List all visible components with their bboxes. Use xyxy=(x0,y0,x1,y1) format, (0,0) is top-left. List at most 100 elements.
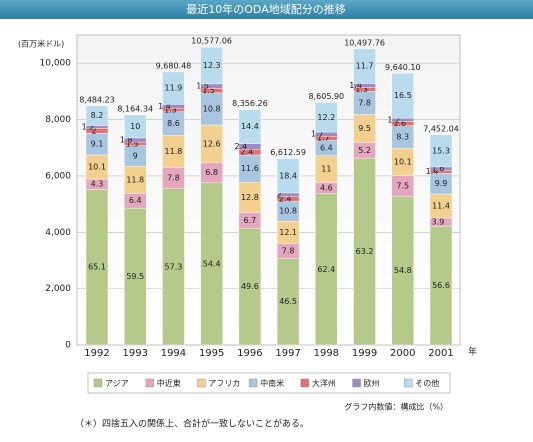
total-label: 6,612.59 xyxy=(270,148,306,157)
segment-label: 11.8 xyxy=(165,147,183,156)
total-label: 10,497.76 xyxy=(344,39,385,48)
segment-label: 1.2 xyxy=(387,115,400,124)
segment-label: 1.5 xyxy=(126,139,139,148)
segment-label: 1.5 xyxy=(202,86,215,95)
segment-label: 6.7 xyxy=(244,216,257,225)
legend-swatch xyxy=(404,378,413,388)
legend-label: 中南米 xyxy=(260,378,284,388)
title-banner xyxy=(0,0,533,19)
note: グラフ内数値：構成比（%） xyxy=(344,402,448,412)
y-tick-label: 6,000 xyxy=(45,171,71,181)
segment-label: 2.4 xyxy=(241,148,254,157)
segment-label: 12.8 xyxy=(241,193,259,202)
segment-label: 2.4 xyxy=(279,194,292,203)
total-label: 7,452.04 xyxy=(423,124,459,133)
segment-label: 1.6 xyxy=(393,119,406,128)
x-tick-label: 1994 xyxy=(161,348,186,359)
segment-label: 4.3 xyxy=(91,180,104,189)
segment-label: 14.4 xyxy=(241,122,259,131)
bar-segment xyxy=(124,114,147,139)
segment-label: 7.5 xyxy=(396,181,409,190)
bar-segment xyxy=(162,71,185,105)
bar-segment xyxy=(276,158,300,194)
segment-label: 3.9 xyxy=(432,218,445,227)
legend-label: 中近東 xyxy=(157,378,181,388)
x-tick-label: 1993 xyxy=(122,348,147,359)
segment-label: 6.4 xyxy=(320,144,333,153)
footnote: （＊）四捨五入の関係上、合計が一致しないことがある。 xyxy=(75,418,309,430)
segment-label: 12.2 xyxy=(317,113,335,122)
total-label: 9,680.48 xyxy=(156,62,192,71)
total-label: 10,577.06 xyxy=(191,36,232,45)
y-tick-label: 10,000 xyxy=(40,59,72,69)
bar-segment xyxy=(391,73,414,119)
segment-label: 1.8 xyxy=(120,135,133,144)
segment-label: 11 xyxy=(321,165,331,174)
segment-label: 10.8 xyxy=(203,104,221,113)
segment-label: 12.1 xyxy=(279,228,297,237)
segment-label: 65.1 xyxy=(88,263,106,272)
segment-label: 10 xyxy=(130,122,140,131)
total-label: 8,484.23 xyxy=(79,95,115,104)
y-tick-label: 4,000 xyxy=(45,228,71,238)
segment-label: 6.4 xyxy=(129,196,142,205)
segment-label: 11.6 xyxy=(241,164,259,173)
segment-label: 2.4 xyxy=(235,142,248,151)
legend-swatch xyxy=(352,378,361,388)
y-tick-label: 2,000 xyxy=(45,284,71,294)
bar-segment xyxy=(238,109,262,144)
segment-label: 1.3 xyxy=(355,85,368,94)
segment-label: 7.8 xyxy=(167,174,180,183)
x-tick-label: 2000 xyxy=(390,348,415,359)
segment-label: 1.7 xyxy=(317,134,330,143)
segment-label: 18.4 xyxy=(279,171,297,180)
segment-label: 9.9 xyxy=(435,179,448,188)
segment-label: 11.9 xyxy=(165,84,183,93)
segment-label: 11.8 xyxy=(126,175,144,184)
segment-label: 8.3 xyxy=(396,133,409,142)
segment-label: 2 xyxy=(91,126,96,135)
segment-label: 16.5 xyxy=(394,91,412,100)
segment-label: 12.3 xyxy=(203,61,221,70)
segment-label: 1.7 xyxy=(311,130,324,139)
segment-label: 54.8 xyxy=(394,266,412,275)
x-suffix: 年 xyxy=(468,346,477,358)
segment-label: 1.3 xyxy=(164,105,177,114)
segment-label: 12.6 xyxy=(203,139,221,148)
segment-label: 49.6 xyxy=(241,282,259,291)
segment-label: 62.4 xyxy=(317,265,335,274)
segment-label: 4.6 xyxy=(320,184,333,193)
segment-label: 7.8 xyxy=(358,98,371,107)
segment-label: 1.6 xyxy=(432,164,445,173)
legend-label: 大洋州 xyxy=(312,378,336,388)
segment-label: 2 xyxy=(277,190,282,199)
legend-swatch xyxy=(197,378,206,388)
segment-label: 1.4 xyxy=(426,167,439,176)
segment-label: 8.6 xyxy=(167,119,180,128)
bar-segment xyxy=(353,48,376,84)
y-tick-label: 0 xyxy=(65,341,71,351)
segment-label: 7.8 xyxy=(282,247,295,256)
segment-label: 1.4 xyxy=(158,102,171,111)
segment-label: 10.1 xyxy=(394,158,412,167)
bar-segment xyxy=(200,47,223,85)
segment-label: 63.2 xyxy=(356,247,374,256)
chart-title: 最近10年のODA地域配分の推移 xyxy=(186,2,345,16)
segment-label: 9.5 xyxy=(358,124,371,133)
segment-label: 11.4 xyxy=(432,201,450,210)
legend-swatch xyxy=(300,378,310,388)
segment-label: 59.5 xyxy=(126,272,144,281)
total-label: 8,356.26 xyxy=(232,99,268,108)
x-tick-label: 2001 xyxy=(428,348,453,359)
segment-label: 6.8 xyxy=(205,168,218,177)
x-tick-label: 1999 xyxy=(352,348,377,359)
y-axis-label: (百万米ドル) xyxy=(18,39,64,49)
segment-label: 8.2 xyxy=(91,111,104,120)
segment-label: 1.5 xyxy=(196,82,209,91)
segment-label: 1.4 xyxy=(349,81,362,90)
total-label: 8,164.34 xyxy=(117,104,153,113)
segment-label: 11.7 xyxy=(356,62,374,71)
segment-label: 1.2 xyxy=(82,122,95,131)
legend-label: アジア xyxy=(105,379,129,388)
